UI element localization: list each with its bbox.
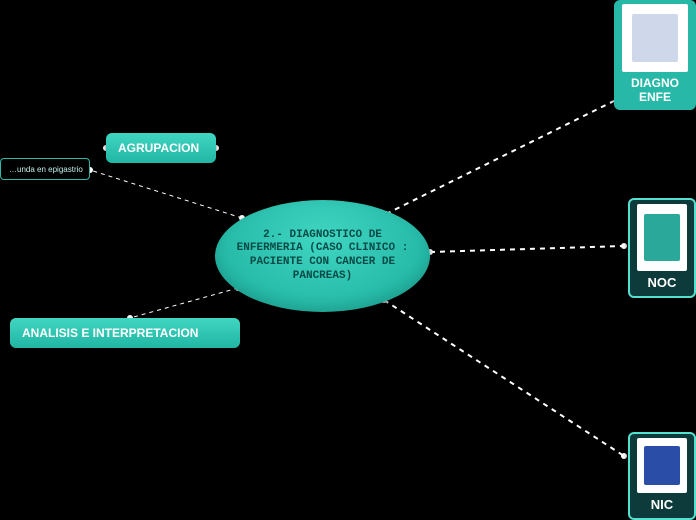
thumb-diag-inner [622,4,689,72]
node-agrupacion[interactable]: AGRUPACION [106,133,216,163]
book-icon [632,14,679,62]
mindmap-canvas[interactable]: …unda en epigastrio AGRUPACION ANALISIS … [0,0,696,520]
node-analisis-label: ANALISIS E INTERPRETACION [22,326,198,340]
node-diag-label: DIAGNO ENFE [631,76,679,104]
node-noc[interactable]: NOC [628,198,696,298]
node-subnote[interactable]: …unda en epigastrio [0,158,90,180]
node-subnote-label: …unda en epigastrio [9,165,83,174]
node-noc-label: NOC [648,275,677,290]
book-icon [644,446,679,485]
node-center[interactable]: 2.- DIAGNOSTICO DE ENFERMERIA (CASO CLIN… [215,200,430,312]
node-diag[interactable]: DIAGNO ENFE [614,0,696,110]
node-nic-label: NIC [651,497,673,512]
node-center-label: 2.- DIAGNOSTICO DE ENFERMERIA (CASO CLIN… [233,229,412,284]
thumb-noc-inner [637,204,687,271]
thumb-nic-inner [637,438,687,493]
node-agrupacion-label: AGRUPACION [118,141,199,155]
node-nic[interactable]: NIC [628,432,696,520]
node-analisis[interactable]: ANALISIS E INTERPRETACION [10,318,240,348]
book-icon [644,214,679,261]
